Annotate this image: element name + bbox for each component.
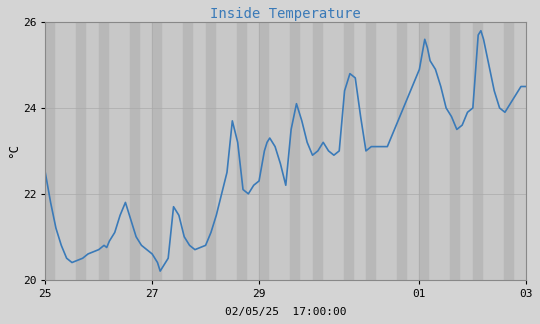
Title: Inside Temperature: Inside Temperature bbox=[211, 7, 361, 21]
Bar bbox=[206, 22, 215, 280]
Bar bbox=[450, 22, 460, 280]
Bar bbox=[99, 22, 108, 280]
Bar bbox=[420, 22, 429, 280]
Bar bbox=[45, 22, 55, 280]
Bar bbox=[290, 22, 299, 280]
Bar bbox=[183, 22, 192, 280]
Bar bbox=[152, 22, 161, 280]
Bar bbox=[313, 22, 322, 280]
Bar bbox=[130, 22, 139, 280]
Bar bbox=[366, 22, 375, 280]
Bar bbox=[504, 22, 513, 280]
Y-axis label: °C: °C bbox=[7, 144, 20, 158]
X-axis label: 02/05/25  17:00:00: 02/05/25 17:00:00 bbox=[225, 307, 347, 317]
Bar bbox=[259, 22, 268, 280]
Bar bbox=[76, 22, 85, 280]
Bar bbox=[237, 22, 246, 280]
Bar bbox=[343, 22, 353, 280]
Bar bbox=[397, 22, 406, 280]
Bar bbox=[473, 22, 482, 280]
